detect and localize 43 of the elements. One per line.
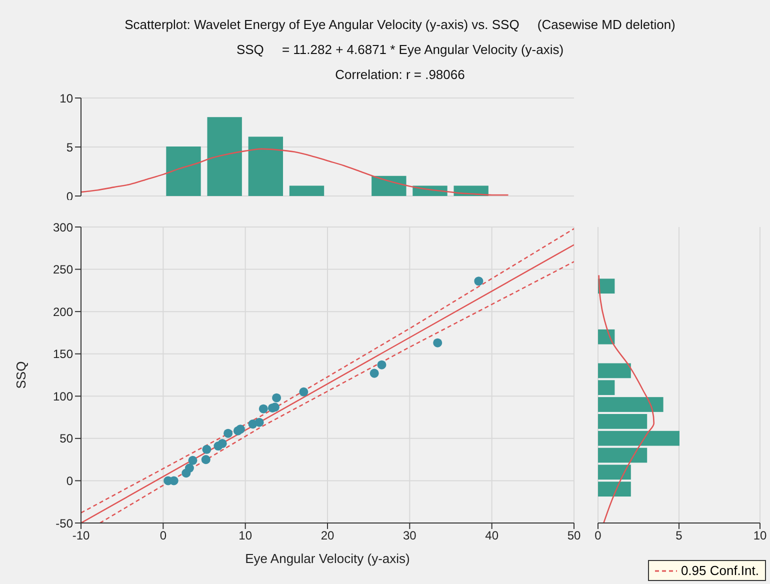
x-tick-label: 10 [753, 528, 767, 543]
point [202, 444, 212, 454]
x-tick-label: 40 [485, 528, 499, 543]
y-axis-title: SSQ [14, 361, 29, 389]
y-tick-label: 200 [52, 304, 74, 319]
point [218, 439, 227, 448]
y-tick-label: 0 [66, 189, 74, 204]
point [236, 424, 245, 434]
point [258, 404, 268, 414]
point [299, 387, 308, 396]
x-tick-label: 0 [594, 528, 602, 543]
y-tick-label: 50 [60, 432, 74, 446]
point [272, 393, 282, 402]
line-series [81, 148, 509, 196]
y-tick-label: 0 [66, 474, 74, 488]
chart-subtitle: SSQ = 11.282 + 4.6871 * Eye Angular Velocity (y-axis) [235, 41, 565, 59]
x-tick-label: 50 [567, 528, 581, 543]
point [201, 455, 210, 464]
point [188, 456, 198, 465]
y-tick-label: 5 [66, 140, 74, 154]
y-tick-label: 300 [52, 220, 74, 234]
point [377, 360, 386, 370]
point [184, 464, 194, 473]
point [254, 418, 264, 427]
point [474, 276, 484, 286]
y-tick-label: 250 [52, 262, 74, 277]
point [370, 368, 379, 378]
legend-label: 0.95 Conf.Int. [680, 563, 759, 578]
y-tick-label: 100 [52, 389, 74, 404]
x-axis-title: Eye Angular Velocity (y-axis) [245, 551, 410, 566]
text: Correlation: r = .98066 [334, 66, 466, 84]
point [224, 428, 233, 438]
x-tick-label: 0 [160, 528, 167, 543]
y-tick-label: 150 [52, 347, 74, 362]
point [433, 338, 442, 348]
x-tick-label: 10 [238, 528, 252, 543]
x-tick-label: -10 [72, 528, 90, 543]
chart-title: Scatterplot: Wavelet Energy of Eye Angular Velocity (y-axis) vs. SSQ (Casewise MD deletion) [124, 16, 676, 34]
y-tick-label: 10 [60, 91, 74, 106]
y-tick-label: -50 [56, 516, 74, 530]
x-tick-label: 5 [676, 528, 683, 543]
x-tick-label: 30 [402, 528, 417, 543]
x-tick-label: 20 [320, 528, 334, 543]
